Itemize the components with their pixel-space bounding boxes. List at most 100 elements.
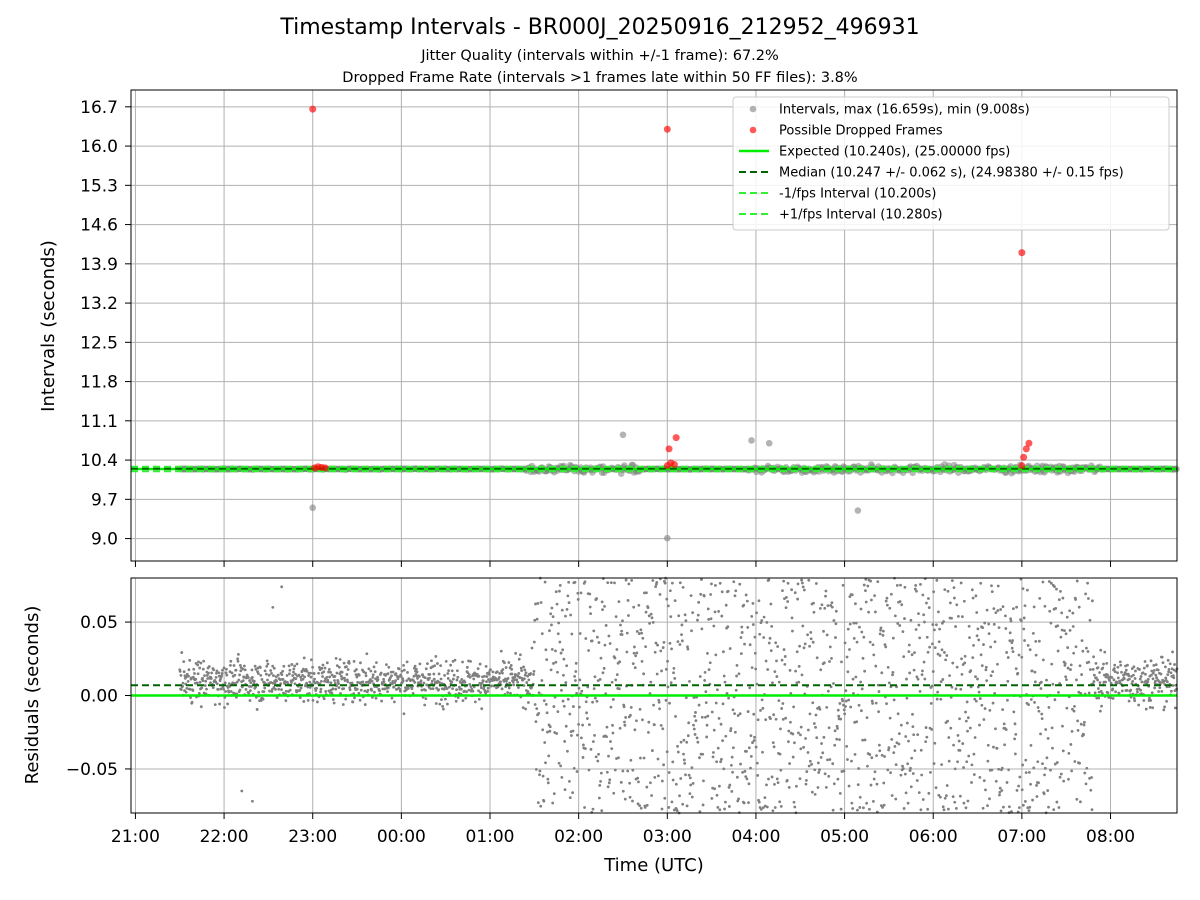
bottom-y-tick-label: 0.00 [80, 687, 118, 707]
residual-point [484, 664, 488, 668]
residual-point [1150, 673, 1153, 677]
residual-point [640, 660, 644, 663]
residual-point [540, 632, 544, 636]
residual-point [538, 773, 541, 777]
residual-point [692, 727, 696, 731]
residual-point [750, 666, 754, 670]
residual-point [1136, 690, 1139, 694]
residual-point [745, 749, 748, 753]
residual-point [952, 743, 955, 747]
residual-point [469, 659, 472, 663]
residual-point [595, 635, 599, 639]
residual-point [976, 677, 979, 681]
residual-point [922, 613, 926, 617]
residual-point [559, 764, 563, 768]
residual-point [683, 613, 687, 617]
residual-point [570, 632, 574, 636]
residual-point [647, 720, 651, 724]
residual-point [635, 629, 639, 633]
residual-point [775, 777, 779, 781]
residual-point [532, 673, 535, 676]
residual-point [1166, 658, 1170, 662]
residual-point [519, 666, 523, 670]
residual-point [889, 771, 892, 775]
chart-title: Timestamp Intervals - BR000J_20250916_21… [280, 15, 920, 40]
residual-point [465, 665, 469, 669]
residual-point [584, 700, 588, 704]
dropped-frame-point [665, 445, 673, 453]
residual-point [252, 679, 256, 683]
residual-point [1118, 660, 1122, 664]
residual-point [800, 578, 803, 582]
residual-point [613, 768, 617, 772]
residual-point [921, 669, 924, 673]
residual-point [264, 672, 268, 676]
residual-point [809, 637, 813, 641]
residual-point [231, 681, 235, 685]
residual-point [893, 614, 897, 618]
residual-point [619, 623, 622, 627]
residual-point [745, 777, 749, 781]
residual-point [558, 589, 561, 593]
residual-point [1072, 651, 1076, 655]
residual-point [846, 670, 850, 674]
residual-point [557, 621, 561, 625]
residual-point [1043, 766, 1047, 770]
residual-point [394, 679, 397, 683]
residual-point [222, 666, 226, 670]
residual-point [295, 662, 299, 666]
residual-point [902, 807, 906, 810]
residual-point [894, 797, 898, 801]
residual-point [430, 679, 434, 683]
residual-point [953, 800, 957, 804]
residual-point [691, 781, 695, 785]
residual-point [639, 628, 643, 632]
residual-point [575, 770, 579, 773]
residual-point [589, 612, 592, 616]
residual-point [967, 754, 971, 758]
residual-point [724, 603, 728, 607]
residual-point [588, 592, 592, 596]
residual-point [858, 625, 861, 629]
residual-point [271, 664, 275, 668]
residual-point [515, 678, 519, 682]
residual-point [308, 680, 312, 684]
residual-point [1129, 688, 1133, 692]
residual-point [935, 623, 938, 627]
residual-point [1102, 662, 1105, 666]
residual-point [544, 648, 548, 652]
residual-point [1154, 679, 1157, 683]
residual-point [884, 645, 888, 649]
residual-point [1012, 710, 1016, 714]
residual-point [693, 733, 697, 736]
residual-point [254, 685, 257, 689]
residual-point [1106, 673, 1109, 677]
residual-point [404, 688, 408, 692]
residual-point [537, 691, 541, 695]
residual-point [480, 681, 484, 685]
residual-point [724, 734, 728, 738]
residual-point [1082, 723, 1086, 727]
residual-point [542, 699, 546, 703]
residual-point [808, 759, 812, 763]
residual-point [689, 594, 693, 598]
residual-point [771, 741, 775, 745]
residual-point [386, 686, 390, 690]
residual-point [628, 795, 632, 799]
residual-point [985, 679, 989, 683]
residual-point [541, 728, 545, 732]
residual-point [306, 685, 310, 689]
residual-point [1037, 781, 1040, 785]
residual-point [918, 690, 922, 693]
residual-point [576, 733, 579, 737]
residual-point [432, 677, 436, 681]
residual-point [1051, 682, 1055, 686]
residual-point [414, 667, 418, 671]
residual-point [597, 752, 600, 756]
residual-point [845, 744, 849, 748]
residual-point [729, 729, 732, 733]
residual-point [656, 757, 660, 761]
residual-point [792, 800, 796, 804]
residual-point [813, 792, 817, 796]
residual-point [455, 688, 458, 692]
